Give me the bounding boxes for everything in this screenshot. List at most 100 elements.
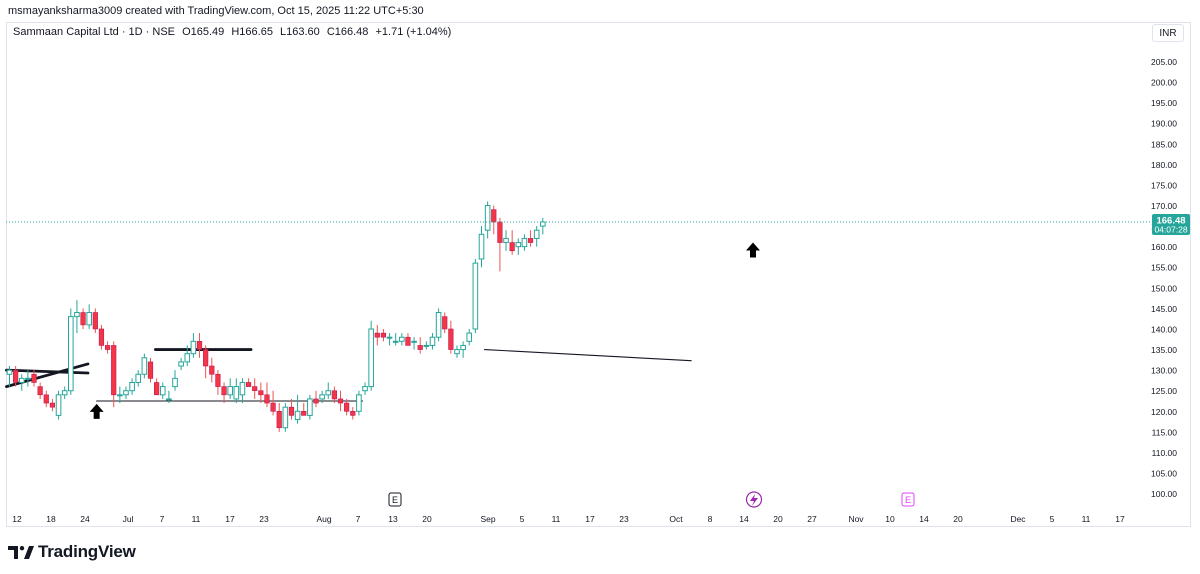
x-tick-label: 11 — [552, 514, 561, 524]
x-tick-label: 13 — [388, 514, 398, 524]
y-tick-label: 185.00 — [1151, 139, 1177, 149]
candle-body — [172, 377, 178, 388]
candle-body — [301, 410, 307, 416]
candles-group — [6, 201, 546, 432]
price-axis: 205.00 200.00 195.00 190.00 185.00 180.00 175.… — [1151, 57, 1177, 499]
candle-body — [92, 312, 98, 330]
y-tick-label: 160.00 — [1151, 242, 1177, 252]
candle-body — [135, 373, 142, 383]
candle-body — [258, 390, 264, 396]
candle-body — [215, 373, 221, 387]
candle-body — [49, 402, 56, 408]
y-tick-label: 195.00 — [1151, 98, 1177, 108]
x-tick-label: 24 — [80, 514, 90, 524]
y-tick-label: 120.00 — [1151, 407, 1177, 417]
candle-body — [497, 221, 503, 243]
candle-body — [6, 369, 13, 375]
x-tick-label: 18 — [46, 514, 56, 524]
candle-body — [13, 369, 19, 383]
y-tick-label: 180.00 — [1151, 160, 1177, 170]
candle-body — [117, 394, 123, 397]
x-tick-label: 10 — [885, 514, 895, 524]
x-tick-label: 27 — [807, 514, 817, 524]
time-axis: 12 18 24 Jul 7 11 17 23 Aug 7 13 20 Sep 5 11 17 23 Oct 8 14… — [12, 514, 1125, 524]
candle-body — [386, 336, 393, 339]
candle-body — [294, 410, 301, 421]
candle-body — [233, 386, 240, 400]
candle-body — [491, 209, 497, 223]
y-tick-label: 145.00 — [1151, 304, 1177, 314]
candle-body — [190, 340, 197, 355]
x-tick-label: 17 — [585, 514, 595, 524]
y-tick-label: 110.00 — [1152, 448, 1178, 458]
dividend-lightning-icon[interactable] — [745, 491, 763, 508]
trend-line[interactable] — [484, 349, 692, 362]
last-price-tag: 166.48 04:07:28 — [1152, 214, 1190, 235]
candle-body — [429, 336, 436, 346]
candle-body — [503, 237, 509, 244]
arrow-markers — [89, 242, 760, 419]
symbol-legend: Sammaan Capital Ltd · 1D · NSE O165.49 H… — [13, 26, 455, 38]
x-tick-label: 11 — [1082, 514, 1091, 524]
candle-body — [484, 205, 491, 231]
candle-body — [448, 328, 454, 350]
currency-button[interactable]: INR — [1152, 24, 1184, 42]
candle-body — [123, 390, 129, 396]
x-tick-label: 20 — [953, 514, 963, 524]
x-tick-label: 8 — [708, 514, 713, 524]
candle-body — [399, 336, 405, 342]
upcoming-earnings-icon[interactable]: E — [901, 492, 915, 507]
trend-line[interactable] — [5, 362, 90, 388]
candle-body — [521, 237, 528, 248]
y-tick-label: 150.00 — [1151, 283, 1177, 293]
y-tick-label: 135.00 — [1151, 345, 1177, 355]
candle-body — [350, 410, 356, 416]
legend-low: L163.60 — [280, 26, 320, 38]
legend-high: H166.65 — [231, 26, 273, 38]
legend-open: O165.49 — [182, 26, 225, 38]
candle-body — [405, 336, 411, 346]
candle-body — [178, 361, 184, 367]
x-tick-label: 20 — [773, 514, 783, 524]
x-tick-label: Oct — [669, 514, 683, 524]
candle-body — [423, 344, 430, 347]
x-tick-label: 7 — [160, 514, 165, 524]
candle-body — [196, 341, 203, 350]
candle-body — [411, 340, 417, 343]
candle-body — [454, 349, 460, 355]
candle-body — [307, 398, 313, 416]
x-tick-label: Aug — [316, 514, 331, 524]
candle-body — [68, 316, 74, 392]
candle-body — [252, 386, 258, 392]
candle-body — [221, 386, 227, 396]
candle-body — [166, 398, 172, 401]
candle-body — [362, 386, 368, 392]
candle-body — [141, 357, 148, 375]
candle-body — [98, 328, 105, 346]
trend-line[interactable] — [5, 368, 90, 375]
candle-body — [466, 332, 473, 342]
candle-body — [80, 312, 86, 326]
candle-body — [18, 377, 25, 383]
candle-body — [325, 390, 332, 396]
candle-body — [515, 242, 522, 248]
candle-body — [374, 332, 380, 338]
tradingview-logo[interactable]: TradingView — [8, 542, 136, 562]
x-tick-label: Nov — [848, 514, 864, 524]
candle-body — [86, 312, 92, 326]
candle-body — [460, 344, 466, 351]
earnings-event-icon[interactable]: E — [388, 492, 402, 507]
y-tick-label: 130.00 — [1151, 366, 1177, 376]
up-arrow-marker[interactable] — [89, 403, 104, 419]
candle-body — [509, 242, 515, 252]
created-by-caption: msmayanksharma3009 created with TradingV… — [8, 5, 424, 17]
y-tick-label: 105.00 — [1151, 469, 1177, 479]
x-tick-label: 23 — [619, 514, 629, 524]
up-arrow-marker[interactable] — [746, 242, 760, 258]
svg-text:E: E — [905, 495, 911, 505]
candle-body — [533, 229, 540, 239]
y-tick-label: 170.00 — [1151, 201, 1177, 211]
candle-body — [227, 386, 233, 396]
